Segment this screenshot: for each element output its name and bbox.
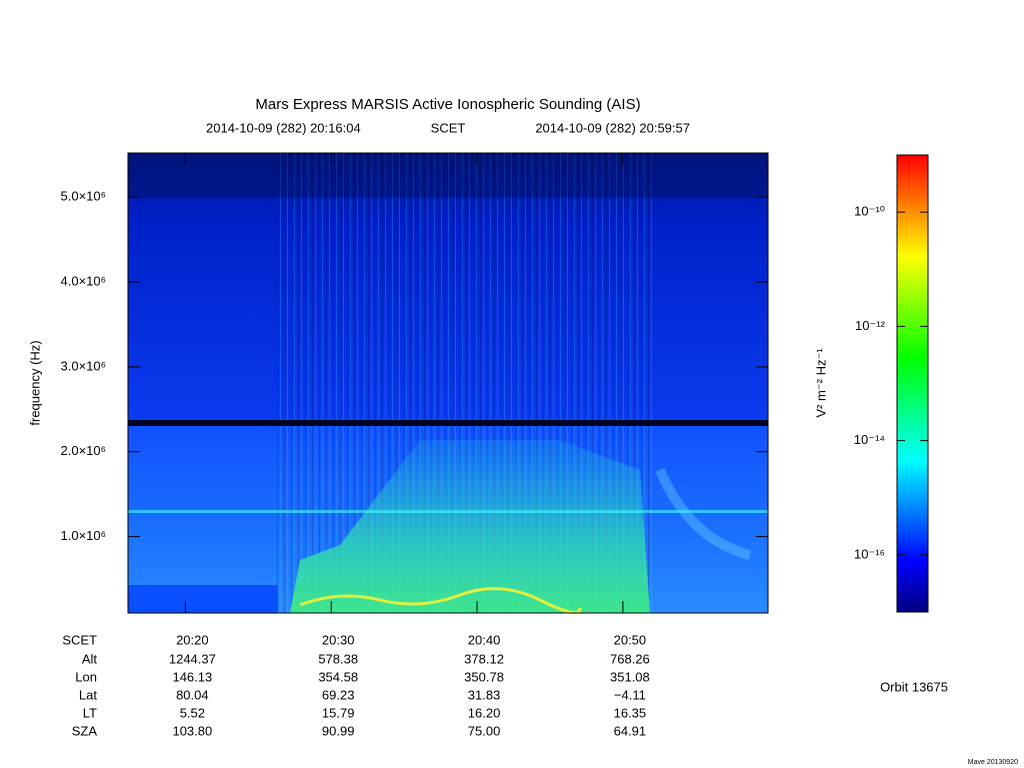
ephemeris-value: 351.08 (610, 669, 650, 684)
plot-frame (127, 152, 769, 614)
ephemeris-label: Alt (82, 651, 98, 666)
ephemeris-value: 1244.37 (169, 651, 216, 666)
end-time: 2014-10-09 (282) 20:59:57 (535, 120, 690, 135)
chart-title: Mars Express MARSIS Active Ionospheric S… (255, 96, 640, 113)
y-tick-label: 2.0×10⁶ (61, 443, 106, 458)
ephemeris-label: LT (83, 705, 97, 720)
x-tick-label: 20:40 (468, 632, 501, 647)
ephemeris-value: 5.52 (180, 705, 205, 720)
ephemeris-value: 378.12 (464, 651, 504, 666)
ephemeris-value: 15.79 (322, 705, 355, 720)
x-tick-label: 20:20 (176, 632, 209, 647)
ephemeris-value: 146.13 (172, 669, 212, 684)
ephemeris-value: 350.78 (464, 669, 504, 684)
spectrogram-image (128, 153, 768, 614)
ephemeris-value: 578.38 (318, 651, 358, 666)
y-tick-label: 5.0×10⁶ (61, 189, 106, 204)
colorbar-tick-label: 10⁻¹⁴ (854, 432, 885, 447)
time-frame: SCET (431, 120, 466, 135)
x-tick-label: 20:50 (614, 632, 647, 647)
x-tick-label: 20:30 (322, 632, 355, 647)
y-tick-label: 3.0×10⁶ (61, 358, 106, 373)
ephemeris-label: SZA (72, 723, 98, 738)
ephemeris-value: 354.58 (318, 669, 358, 684)
ephemeris-header: SCET (62, 632, 97, 647)
ephemeris-value: −4.11 (614, 687, 646, 702)
ephemeris-value: 64.91 (614, 723, 647, 738)
orbit: Orbit 13675 (880, 679, 948, 694)
colorbar-tick-label: 10⁻¹² (855, 318, 886, 333)
ephemeris-value: 69.23 (322, 687, 355, 702)
ephemeris-value: 90.99 (322, 723, 355, 738)
y-tick-label: 1.0×10⁶ (61, 528, 106, 543)
y-tick-label: 4.0×10⁶ (61, 273, 106, 288)
ephemeris-value: 80.04 (176, 687, 209, 702)
ephemeris-label: Lon (75, 669, 97, 684)
ephemeris-value: 16.20 (468, 705, 501, 720)
colorbar (896, 154, 929, 613)
ephemeris-value: 16.35 (614, 705, 647, 720)
ephemeris-value: 103.80 (172, 723, 212, 738)
colorbar-label: V² m⁻² Hz⁻¹ (813, 348, 828, 418)
colorbar-tick-label: 10⁻¹⁶ (854, 546, 885, 561)
ephemeris-value: 768.26 (610, 651, 650, 666)
y-axis-label: frequency (Hz) (27, 340, 42, 425)
ephemeris-label: Lat (79, 687, 97, 702)
footer: Mave 20130920 (968, 759, 1018, 766)
ephemeris-value: 31.83 (468, 687, 501, 702)
ephemeris-value: 75.00 (468, 723, 501, 738)
start-time: 2014-10-09 (282) 20:16:04 (206, 120, 361, 135)
colorbar-tick-label: 10⁻¹⁰ (854, 204, 885, 219)
